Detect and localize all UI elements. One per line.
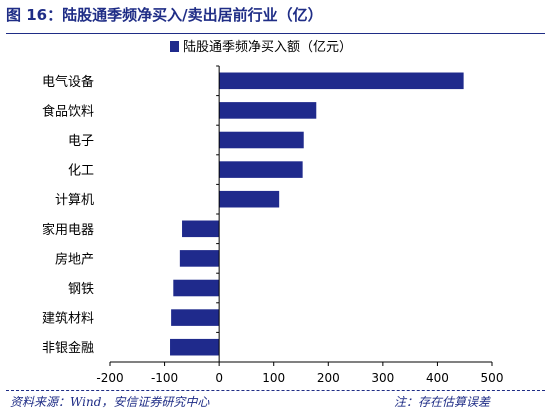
title-divider (6, 33, 545, 34)
estimate-note: 注：存在估算误差 (393, 395, 490, 409)
x-tick-label: 0 (215, 371, 223, 385)
bar-chart: 陆股通季频净买入额（亿元） 电气设备食品饮料电子化工计算机家用电器房地产钢铁建筑… (42, 39, 504, 385)
bar-5 (182, 220, 220, 238)
bar-4 (219, 190, 280, 208)
category-label: 化工 (68, 164, 94, 179)
bar-6 (179, 250, 220, 267)
bars-group (170, 72, 464, 356)
legend-swatch (170, 41, 179, 52)
category-label: 电子 (68, 134, 94, 149)
category-label: 家用电器 (42, 222, 94, 238)
x-tick-label: 100 (262, 371, 285, 385)
legend-label: 陆股通季频净买入额（亿元） (183, 39, 352, 55)
category-label: 房地产 (55, 251, 94, 267)
legend: 陆股通季频净买入额（亿元） (170, 39, 352, 55)
bar-8 (171, 309, 220, 326)
x-tick-label: -100 (151, 371, 178, 385)
x-tick-label: 400 (426, 371, 449, 385)
x-axis: -200 -100 0 100 200 300 400 500 (96, 65, 504, 385)
footer-divider (6, 390, 545, 391)
bar-9 (170, 338, 220, 356)
figure-title: 图 16：陆股通季频净买入/卖出居前行业（亿） (6, 6, 323, 24)
x-tick-label: 500 (481, 371, 504, 385)
x-tick-label: 300 (371, 371, 394, 385)
bar-1 (219, 102, 317, 119)
source-note: 资料来源：Wind，安信证券研究中心 (10, 395, 210, 409)
bar-3 (219, 161, 303, 178)
bar-7 (173, 279, 220, 297)
bar-2 (219, 131, 304, 149)
category-label: 食品饮料 (42, 103, 94, 119)
category-label: 建筑材料 (42, 311, 94, 327)
bar-0 (219, 72, 464, 90)
x-tick-label: -200 (96, 371, 123, 385)
category-label: 电气设备 (42, 74, 94, 90)
category-label: 非银金融 (42, 340, 94, 356)
x-tick-label: 200 (317, 371, 340, 385)
category-label: 计算机 (55, 193, 94, 208)
category-label: 钢铁 (68, 282, 94, 297)
